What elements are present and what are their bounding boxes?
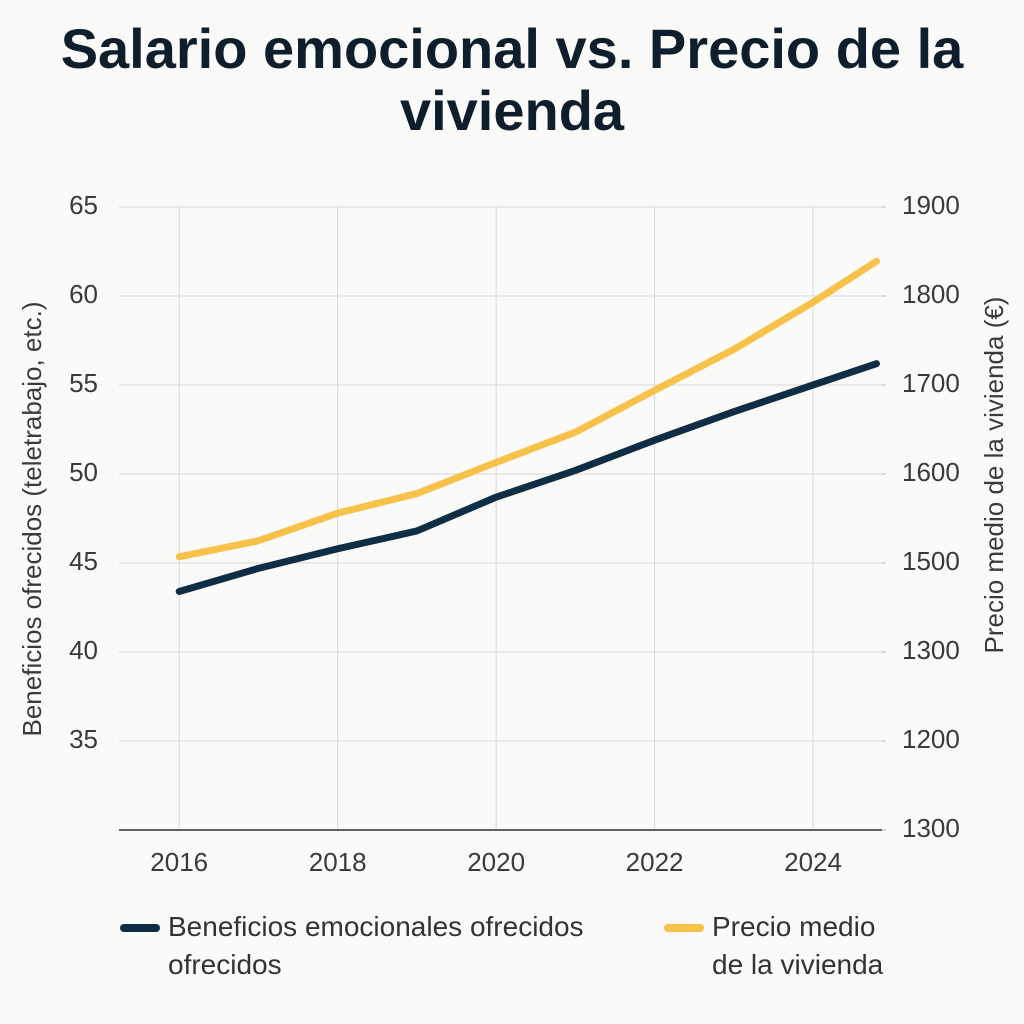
x-tick-label: 2020 (467, 847, 525, 877)
y2-tick-label: 1200 (902, 724, 960, 754)
legend-label: Beneficios emocionales ofrecidos ofrecid… (168, 911, 584, 980)
y-tick-label: 60 (69, 279, 98, 309)
y2-tick-label: 1300 (902, 813, 960, 843)
chart-title: Salario emocional vs. Precio de la vivie… (60, 17, 964, 142)
x-tick-label: 2022 (626, 847, 684, 877)
legend-swatch (664, 924, 704, 932)
y-tick-label: 50 (69, 457, 98, 487)
legend-item: Beneficios emocionales ofrecidos ofrecid… (120, 908, 650, 984)
y2-tick-label: 1300 (902, 635, 960, 665)
y2-tick-label: 1900 (902, 190, 960, 220)
y2-axis-label: Precio medio de la vivienda (€) (979, 297, 1009, 654)
legend-item: Precio medio de la vivienda (664, 908, 914, 984)
y2-tick-label: 1800 (902, 279, 960, 309)
x-tick-label: 2018 (309, 847, 367, 877)
y2-tick-label: 1600 (902, 457, 960, 487)
y-tick-label: 55 (69, 368, 98, 398)
y-tick-label: 40 (69, 635, 98, 665)
y2-tick-label: 1500 (902, 546, 960, 576)
y-axis-label: Beneficios ofrecidos (teletrabajo, etc.) (17, 302, 47, 737)
y-tick-label: 45 (69, 546, 98, 576)
legend-swatch (120, 924, 160, 932)
y-tick-label: 35 (69, 724, 98, 754)
legend-label: Precio medio de la vivienda (712, 911, 884, 980)
x-tick-label: 2024 (784, 847, 842, 877)
x-tick-label: 2016 (150, 847, 208, 877)
line-series (175, 257, 880, 561)
y2-tick-label: 1700 (902, 368, 960, 398)
line-series (175, 360, 880, 595)
y-tick-label: 65 (69, 190, 98, 220)
